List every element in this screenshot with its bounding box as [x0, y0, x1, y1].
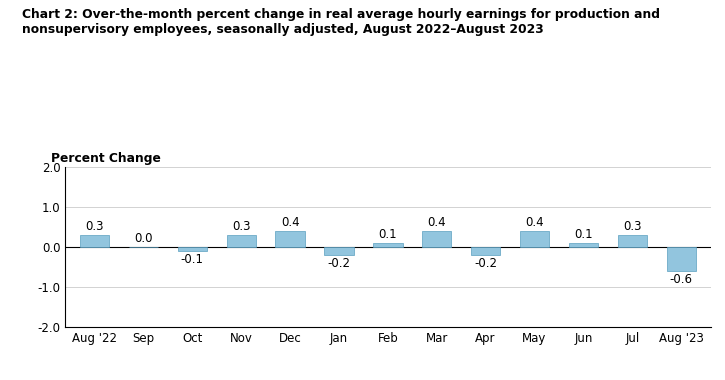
Text: 0.4: 0.4 [428, 216, 446, 229]
Text: 0.4: 0.4 [281, 216, 299, 229]
Text: -0.6: -0.6 [670, 273, 692, 287]
Text: 0.1: 0.1 [574, 228, 593, 241]
Bar [568, 243, 598, 247]
Bar [276, 231, 304, 247]
Text: 0.0: 0.0 [134, 232, 153, 245]
Text: -0.2: -0.2 [328, 257, 350, 271]
Text: 0.4: 0.4 [525, 216, 544, 229]
Bar [373, 243, 402, 247]
Text: Chart 2: Over-the-month percent change in real average hourly earnings for produ: Chart 2: Over-the-month percent change i… [22, 8, 660, 36]
Bar [178, 247, 207, 251]
Bar [422, 231, 452, 247]
Text: 0.3: 0.3 [623, 220, 642, 233]
Text: -0.1: -0.1 [181, 253, 204, 266]
Bar [666, 247, 696, 271]
Text: -0.2: -0.2 [474, 257, 497, 271]
Bar [324, 247, 354, 255]
Bar [520, 231, 550, 247]
Text: 0.3: 0.3 [86, 220, 104, 233]
Text: Percent Change: Percent Change [51, 152, 161, 165]
Text: 0.1: 0.1 [378, 228, 397, 241]
Bar [80, 235, 109, 247]
Bar [471, 247, 500, 255]
Text: 0.3: 0.3 [232, 220, 250, 233]
Bar [618, 235, 647, 247]
Bar [226, 235, 256, 247]
